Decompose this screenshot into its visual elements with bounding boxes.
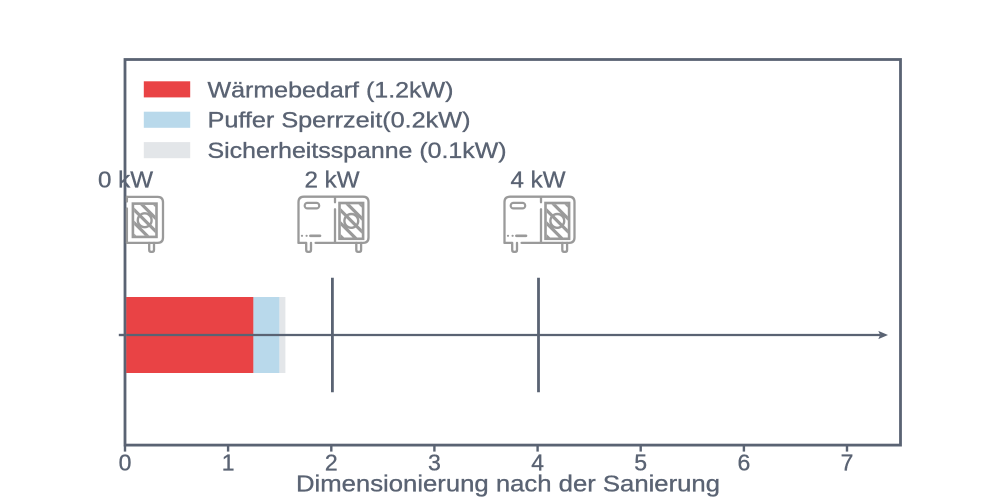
svg-text:0: 0 <box>119 450 132 476</box>
svg-text:2: 2 <box>325 450 338 476</box>
svg-text:Dimensionierung nach der Sanie: Dimensionierung nach der Sanierung <box>296 471 720 497</box>
svg-text:0 kW: 0 kW <box>98 167 153 193</box>
svg-text:1: 1 <box>222 450 235 476</box>
svg-text:Sicherheitsspanne (0.1kW): Sicherheitsspanne (0.1kW) <box>208 138 507 163</box>
svg-text:7: 7 <box>841 450 854 476</box>
svg-text:3: 3 <box>428 450 441 476</box>
svg-text:4 kW: 4 kW <box>511 167 566 193</box>
svg-text:6: 6 <box>738 450 751 476</box>
svg-text:2 kW: 2 kW <box>305 167 360 193</box>
svg-text:4: 4 <box>531 450 544 476</box>
svg-text:5: 5 <box>634 450 647 476</box>
svg-text:Wärmebedarf (1.2kW): Wärmebedarf (1.2kW) <box>208 77 454 102</box>
svg-text:Puffer Sperrzeit(0.2kW): Puffer Sperrzeit(0.2kW) <box>208 108 471 133</box>
